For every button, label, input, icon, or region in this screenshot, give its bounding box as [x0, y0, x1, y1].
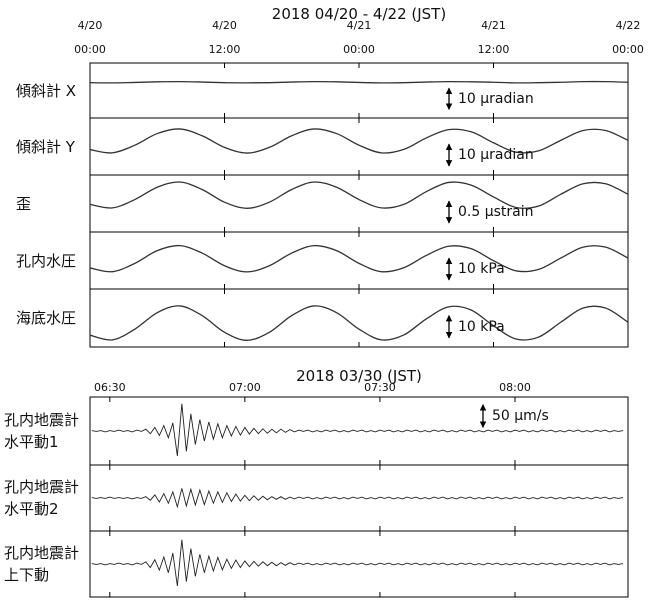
scale-label: 10 kPa	[458, 318, 505, 335]
panel-frame	[89, 117, 629, 176]
x-tick-label: 4/20 12:00	[208, 19, 241, 56]
scale-label: 10 μradian	[458, 146, 534, 163]
panel-frame	[89, 231, 629, 290]
x-tick-label: 08:00	[499, 381, 531, 394]
x-tick-label: 06:30	[93, 381, 126, 394]
x-tick-label: 4/22 00:00	[612, 19, 644, 56]
trace	[89, 181, 629, 209]
trace	[89, 244, 629, 273]
panel-frame	[89, 530, 629, 598]
trace	[89, 305, 629, 341]
trace	[91, 487, 624, 509]
panel-label: 孔内水圧	[16, 251, 77, 270]
panel-label: 傾斜計 Y	[16, 137, 75, 156]
trace	[91, 403, 624, 456]
x-tick-label: 4/21 00:00	[343, 19, 375, 56]
x-tick-label: 07:30	[364, 381, 396, 394]
trace	[89, 128, 629, 154]
panel-label: 海底水圧	[16, 309, 77, 327]
scale-label: 50 μm/s	[492, 407, 549, 424]
panel-frame	[89, 288, 629, 348]
x-tick-label: 07:00	[229, 381, 261, 394]
panel-frame	[89, 62, 629, 119]
x-tick-label: 4/20 00:00	[74, 19, 106, 56]
scale-label: 10 μradian	[458, 90, 534, 107]
scale-label: 0.5 μstrain	[458, 203, 534, 220]
panel-label: 傾斜計 X	[16, 81, 77, 100]
chart-title: 2018 03/30 (JST)	[296, 367, 422, 385]
panel-label: 孔内地震計 水平動1	[4, 411, 80, 451]
scale-label: 10 kPa	[458, 260, 505, 277]
trace	[91, 539, 624, 587]
panel-label: 歪	[16, 194, 32, 213]
panel-label: 孔内地震計 上下動	[4, 544, 80, 584]
chart-title: 2018 04/20 - 4/22 (JST)	[271, 5, 447, 23]
panel-label: 孔内地震計 水平動2	[4, 478, 80, 518]
x-tick-label: 4/21 12:00	[477, 19, 510, 56]
trace	[89, 80, 629, 84]
